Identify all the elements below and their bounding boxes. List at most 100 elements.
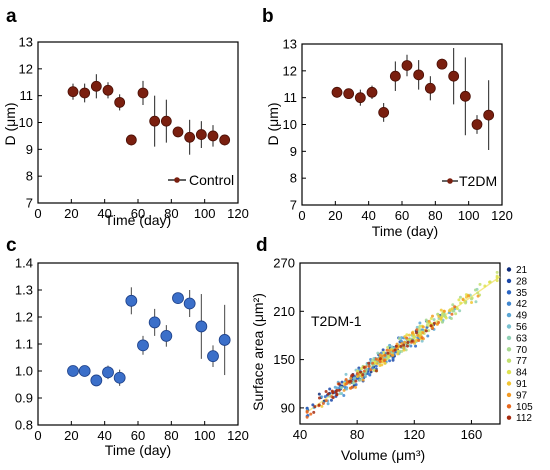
panel-d-point-day-49 xyxy=(335,386,339,390)
panel-d-point-day-28 xyxy=(328,387,332,391)
panel-d-point-day-28 xyxy=(329,398,333,402)
panel-d-point-day-56 xyxy=(420,339,424,343)
panel-d-point-day-112 xyxy=(317,403,321,407)
panel-d-point-day-63 xyxy=(432,318,436,322)
panel-b-data-point xyxy=(448,70,460,82)
panel-d-point-day-63 xyxy=(474,300,478,304)
panel-a-ytick-label: 12 xyxy=(19,61,33,76)
panel-d-point-day-77 xyxy=(425,323,429,327)
panel-d-legend-marker-35 xyxy=(506,290,512,295)
panel-b-data-point xyxy=(343,88,355,100)
panel-b-xtick-label: 100 xyxy=(458,208,480,223)
panel-a-ytick-label: 7 xyxy=(26,196,33,211)
panel-a-data-point xyxy=(184,131,196,143)
panel-b-data-point xyxy=(378,107,390,118)
panel-d-point-day-91 xyxy=(439,308,443,312)
panel-d-point-day-97 xyxy=(403,340,407,344)
panel-d-point-day-28 xyxy=(381,348,385,352)
panel-b-ytick-label: 9 xyxy=(290,144,297,159)
panel-d-legend-marker-84 xyxy=(506,369,512,375)
panel-d-plot: 40 80 120 160 90 150 210 270 xyxy=(273,256,501,442)
panel-d-point-day-63 xyxy=(363,372,367,376)
panel-label-a: a xyxy=(6,6,17,27)
panel-d-point-day-70 xyxy=(397,336,401,340)
panel-d-point-day-77 xyxy=(386,345,390,349)
panel-d-point-day-84 xyxy=(429,317,433,321)
panel-label-d: d xyxy=(256,235,268,256)
panel-d-point-day-35 xyxy=(354,383,358,387)
panel-d-legend-label-42: 42 xyxy=(516,299,528,310)
panel-c-data-point xyxy=(172,292,184,305)
panel-d-point-day-70 xyxy=(370,358,374,362)
panel-b-ytick-label: 8 xyxy=(290,171,297,186)
panel-d-point-day-112 xyxy=(399,344,403,348)
panel-b-plot: 0 20 40 60 80 100 120 7 8 9 10 11 12 13 xyxy=(283,37,513,224)
panel-a-legend: Control xyxy=(168,172,234,188)
panel-d-point-day-105 xyxy=(437,321,441,325)
panel-d-point-day-112 xyxy=(337,388,341,392)
panel-b-data-point xyxy=(354,92,366,104)
panel-d-point-day-112 xyxy=(313,405,317,409)
panel-a-ytick-label: 8 xyxy=(26,169,33,184)
panel-b-data-point xyxy=(436,58,448,70)
panel-d-point-day-91 xyxy=(383,361,387,365)
panel-d-point-day-112 xyxy=(378,357,382,361)
panel-d-point-day-84 xyxy=(444,316,448,320)
panel-d-legend-label-91: 91 xyxy=(516,379,528,390)
panel-d-point-day-112 xyxy=(354,379,358,383)
panel-d-point-day-105 xyxy=(431,326,435,330)
panel-a-xtick-label: 40 xyxy=(97,206,111,221)
panel-d-legend-label-105: 105 xyxy=(516,402,533,413)
panel-d-point-day-112 xyxy=(326,392,330,396)
panel-d-point-day-91 xyxy=(407,333,411,337)
panel-a-data-point xyxy=(67,86,79,98)
panel-d-point-day-105 xyxy=(324,399,328,403)
panel-d-point-day-70 xyxy=(473,288,477,292)
panel-a-ytick-label: 11 xyxy=(20,88,34,103)
panel-d-point-day-97 xyxy=(416,333,420,337)
panel-d-point-day-70 xyxy=(364,368,368,372)
panel-d-point-day-112 xyxy=(386,351,390,355)
panel-c-ytick-label: 1.4 xyxy=(15,256,33,271)
panel-d-point-day-112 xyxy=(393,348,397,352)
panel-d-point-day-35 xyxy=(323,395,327,399)
panel-d-point-day-112 xyxy=(324,389,328,393)
panel-c-data-point xyxy=(113,371,126,384)
panel-a-data-point xyxy=(160,115,172,127)
panel-d-point-day-42 xyxy=(337,386,341,390)
panel-d-point-day-84 xyxy=(405,333,409,337)
panel-b-legend-marker xyxy=(447,178,453,184)
panel-d-point-day-105 xyxy=(383,353,387,357)
panel-d-point-day-112 xyxy=(405,344,409,348)
panel-d-point-day-56 xyxy=(345,387,349,391)
panel-a-xlabel: Time (day) xyxy=(105,212,171,228)
panel-d-point-day-97 xyxy=(421,325,425,329)
panel-d-point-day-97 xyxy=(354,385,358,389)
panel-d-point-day-49 xyxy=(399,339,403,343)
panel-d-legend-marker-42 xyxy=(506,301,512,306)
panel-b-data-point xyxy=(366,86,378,98)
panel-c-xtick-label: 100 xyxy=(194,428,216,443)
panel-d-point-day-112 xyxy=(312,410,316,414)
panel-a-data-point xyxy=(125,134,137,146)
panel-c-data-point xyxy=(195,320,208,333)
panel-d-point-day-105 xyxy=(453,305,457,309)
panel-b-data-point xyxy=(459,90,471,102)
panel-d-point-day-84 xyxy=(455,307,459,311)
panel-c-data-point xyxy=(148,316,161,329)
panel-d-point-day-112 xyxy=(331,396,335,400)
panel-d-point-day-105 xyxy=(350,385,354,389)
panel-d-legend-label-84: 84 xyxy=(516,368,528,379)
panel-b-ylabel: D (μm) xyxy=(265,102,281,145)
panel-d-point-day-84 xyxy=(488,280,492,284)
panel-d-point-day-112 xyxy=(410,339,414,343)
panel-a-data-point xyxy=(114,96,126,108)
panel-b-xtick-label: 0 xyxy=(298,208,305,223)
panel-d-point-day-91 xyxy=(396,352,400,356)
panel-b-data-point xyxy=(331,86,343,98)
panel-a-data-point xyxy=(137,87,149,99)
panel-d-legend-marker-105 xyxy=(506,404,512,409)
panel-d-point-day-105 xyxy=(371,361,375,365)
panel-d-point-day-84 xyxy=(459,301,463,305)
